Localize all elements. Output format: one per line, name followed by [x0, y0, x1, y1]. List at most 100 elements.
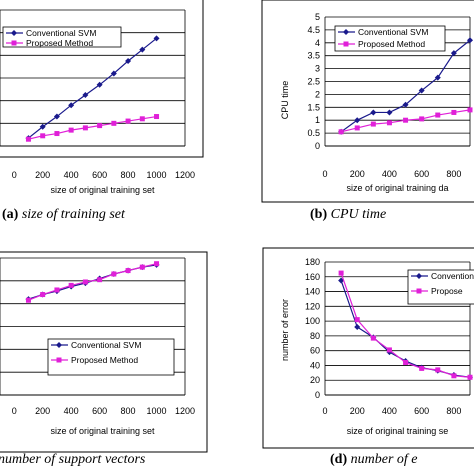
chart-frame	[0, 0, 204, 158]
x-tick-label: 1000	[147, 170, 167, 180]
x-tick-label: 800	[121, 170, 136, 180]
x-tick-label: 0	[322, 406, 327, 416]
data-point	[68, 102, 75, 109]
legend-label: Convention	[431, 271, 474, 281]
data-point	[435, 367, 441, 373]
x-tick-label: 0	[322, 169, 327, 179]
y-tick-label: 20	[310, 375, 320, 385]
data-point	[97, 123, 103, 129]
data-point	[40, 292, 46, 298]
x-tick-label: 600	[414, 406, 429, 416]
x-axis-label: size of original training set	[50, 185, 155, 195]
caption-d: (d) number of e	[330, 452, 418, 467]
data-point	[467, 107, 473, 113]
data-point	[82, 279, 88, 285]
y-axis-label: CPU time	[280, 81, 290, 120]
series-line-conventional	[28, 37, 157, 139]
x-axis-label: size of original training set	[50, 426, 155, 436]
legend-marker	[416, 273, 422, 279]
data-point	[25, 297, 31, 303]
data-point	[139, 46, 146, 53]
legend: Convention Propose	[407, 269, 474, 305]
data-point	[434, 74, 441, 81]
legend-marker	[11, 30, 17, 36]
data-point	[110, 70, 117, 77]
x-tick-label: 600	[92, 170, 107, 180]
data-point	[68, 127, 74, 133]
x-axis-label: size of original training se	[347, 426, 449, 436]
legend-marker	[416, 288, 422, 294]
data-point	[402, 101, 409, 108]
legend-label: Propose	[431, 286, 463, 296]
data-point	[467, 37, 473, 44]
x-tick-label: 1200	[175, 406, 195, 416]
data-point	[338, 270, 344, 276]
data-point	[53, 113, 60, 120]
data-point	[125, 58, 132, 64]
y-tick-label: 80	[310, 331, 320, 341]
data-point	[419, 116, 425, 122]
x-tick-label: 400	[64, 170, 79, 180]
legend-marker	[343, 41, 349, 47]
y-tick-label: 140	[305, 287, 320, 297]
legend-label: Proposed Method	[358, 39, 425, 49]
data-point	[370, 335, 376, 341]
chart-panel-d: 0 20 40 60 80 100 120 140 160 180 0 200 400 600 800 siz…	[262, 247, 474, 449]
data-point	[25, 136, 31, 142]
x-tick-label: 400	[64, 406, 79, 416]
legend-box	[334, 25, 446, 52]
x-tick-label: 0	[12, 170, 17, 180]
data-point	[125, 118, 131, 124]
x-tick-label: 0	[12, 406, 17, 416]
y-tick-label: 3.5	[307, 51, 320, 61]
x-tick-label: 200	[350, 169, 365, 179]
data-point	[354, 324, 361, 331]
data-point	[370, 109, 377, 116]
y-tick-label: 0.5	[307, 128, 320, 138]
x-tick-label: 1200	[175, 170, 195, 180]
x-tick-label: 200	[35, 170, 50, 180]
data-point	[125, 268, 131, 274]
legend-box	[2, 26, 122, 48]
legend-marker	[56, 357, 62, 363]
y-tick-label: 5	[315, 12, 320, 22]
data-point	[111, 271, 117, 277]
legend-box	[47, 338, 175, 376]
data-point	[418, 87, 425, 94]
data-point	[354, 317, 360, 323]
data-point	[386, 109, 393, 116]
x-tick-label: 1000	[147, 406, 167, 416]
y-tick-label: 1.5	[307, 102, 320, 112]
data-point	[467, 374, 473, 380]
y-tick-label: 0	[315, 141, 320, 151]
y-tick-label: 180	[305, 257, 320, 267]
y-tick-label: 40	[310, 360, 320, 370]
y-tick-label: 2	[315, 89, 320, 99]
data-point	[403, 359, 409, 365]
data-point	[154, 261, 160, 267]
data-point	[153, 35, 160, 42]
legend-marker	[56, 342, 62, 348]
data-point	[419, 365, 425, 371]
data-point	[386, 120, 392, 126]
y-tick-label: 2.5	[307, 77, 320, 87]
data-point	[139, 116, 145, 122]
x-tick-label: 400	[382, 169, 397, 179]
data-point	[97, 277, 103, 283]
series-line-proposed	[28, 263, 157, 301]
x-tick-label: 600	[92, 406, 107, 416]
x-tick-label: 800	[446, 406, 461, 416]
x-tick-label: 200	[35, 406, 50, 416]
data-point	[450, 50, 457, 57]
data-point	[354, 117, 361, 124]
data-point	[338, 129, 344, 135]
legend-marker	[11, 40, 17, 46]
caption-b: (b) CPU time	[310, 207, 387, 222]
chart-panel-a: 0 200 400 600 800 1000 1200 size of original tr…	[0, 0, 204, 195]
data-point	[68, 282, 74, 288]
series-line-proposed	[28, 115, 157, 140]
y-tick-label: 4	[315, 38, 320, 48]
